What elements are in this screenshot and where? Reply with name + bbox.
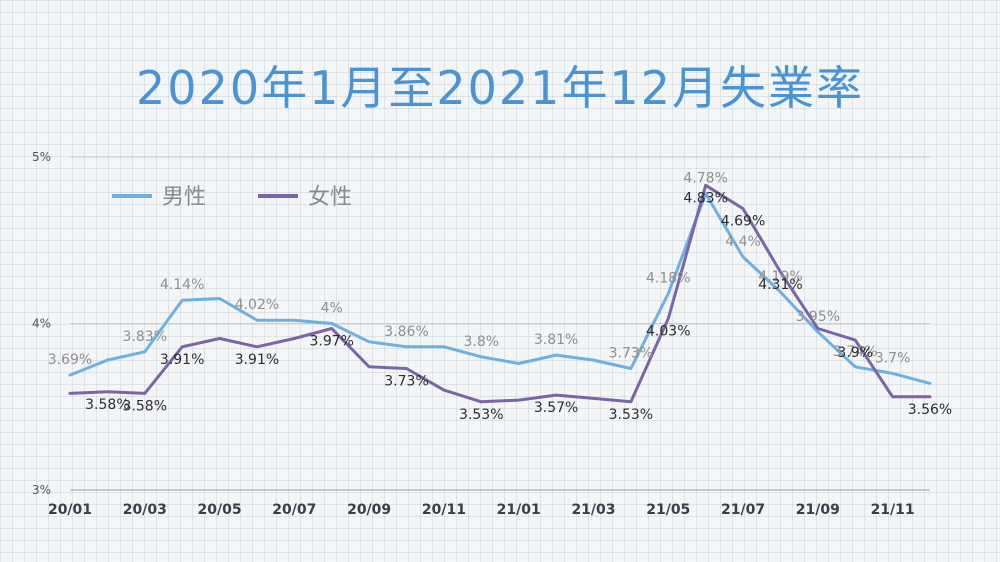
legend-item-male: 男性	[112, 185, 206, 210]
series-line-male	[68, 192, 932, 385]
data-labels: 3.69% 3.83% 4.14% 4.02% 4% 3.86% 3.8% 3.81% 3.73…	[48, 171, 952, 423]
data-label-female: 3.56%	[908, 402, 952, 418]
series-line-female	[68, 183, 932, 404]
x-tick-label: 21/11	[871, 502, 915, 518]
data-label-female: 3.91%	[235, 352, 279, 368]
legend-label-female: 女性	[308, 185, 352, 210]
series-lines	[68, 183, 932, 404]
legend-label-male: 男性	[162, 185, 206, 210]
x-tick-label: 21/05	[646, 502, 690, 518]
x-tick-label: 21/09	[796, 502, 840, 518]
data-label-female: 4.83%	[683, 190, 727, 206]
data-label-male: 4.02%	[235, 297, 279, 313]
data-label-female: 3.97%	[309, 333, 353, 349]
chart-title: 2020年1月至2021年12月失業率	[136, 61, 864, 115]
data-label-male: 4.18%	[646, 271, 690, 287]
data-label-female: 3.53%	[609, 407, 653, 423]
data-label-male: 3.86%	[384, 324, 428, 340]
y-tick-label: 5%	[32, 150, 51, 164]
data-label-female: 3.91%	[160, 352, 204, 368]
data-label-female: 3.73%	[384, 373, 428, 389]
data-label-male: 3.69%	[48, 352, 92, 368]
x-tick-label: 20/05	[198, 502, 242, 518]
data-label-female: 3.58%	[85, 397, 129, 413]
data-label-female: 4.31%	[758, 277, 802, 293]
x-tick-label: 20/07	[272, 502, 316, 518]
y-tick-label: 3%	[32, 483, 51, 497]
data-label-male: 3.81%	[534, 332, 578, 348]
data-label-female: 4.69%	[721, 214, 765, 230]
data-label-male: 3.83%	[123, 329, 167, 345]
data-label-male: 4.19%	[758, 269, 802, 285]
data-label-male: 4.14%	[160, 277, 204, 293]
x-tick-label: 20/03	[123, 502, 167, 518]
y-tick-label: 4%	[32, 317, 51, 331]
legend: 男性 女性	[112, 185, 352, 210]
y-tick-labels: 3% 4% 5%	[32, 150, 51, 497]
data-label-male: 3.95%	[796, 309, 840, 325]
data-label-male: 4.4%	[725, 234, 761, 250]
data-label-male: 3.8%	[464, 334, 500, 350]
legend-item-female: 女性	[258, 185, 352, 210]
x-tick-label: 21/01	[497, 502, 541, 518]
x-tick-label: 21/07	[721, 502, 765, 518]
x-tick-label: 20/11	[422, 502, 466, 518]
data-label-male: 4%	[321, 301, 343, 317]
x-tick-label: 21/03	[571, 502, 615, 518]
data-label-female: 3.53%	[459, 407, 503, 423]
data-label-male: 3.7%	[875, 350, 911, 366]
data-label-female: 3.58%	[123, 398, 167, 414]
data-label-female: 4.03%	[646, 324, 690, 340]
x-tick-labels: 20/01 20/03 20/05 20/07 20/09 20/11 21/01 21/03…	[48, 502, 915, 518]
data-label-male: 3.73%	[609, 345, 653, 361]
x-tick-label: 20/09	[347, 502, 391, 518]
grid-lines	[70, 156, 930, 324]
data-label-female: 3.57%	[534, 400, 578, 416]
data-label-male: 4.78%	[683, 171, 727, 187]
data-label-female: 3.9%	[837, 345, 873, 361]
x-tick-label: 20/01	[48, 502, 92, 518]
data-label-male: 3.74%	[833, 344, 877, 360]
